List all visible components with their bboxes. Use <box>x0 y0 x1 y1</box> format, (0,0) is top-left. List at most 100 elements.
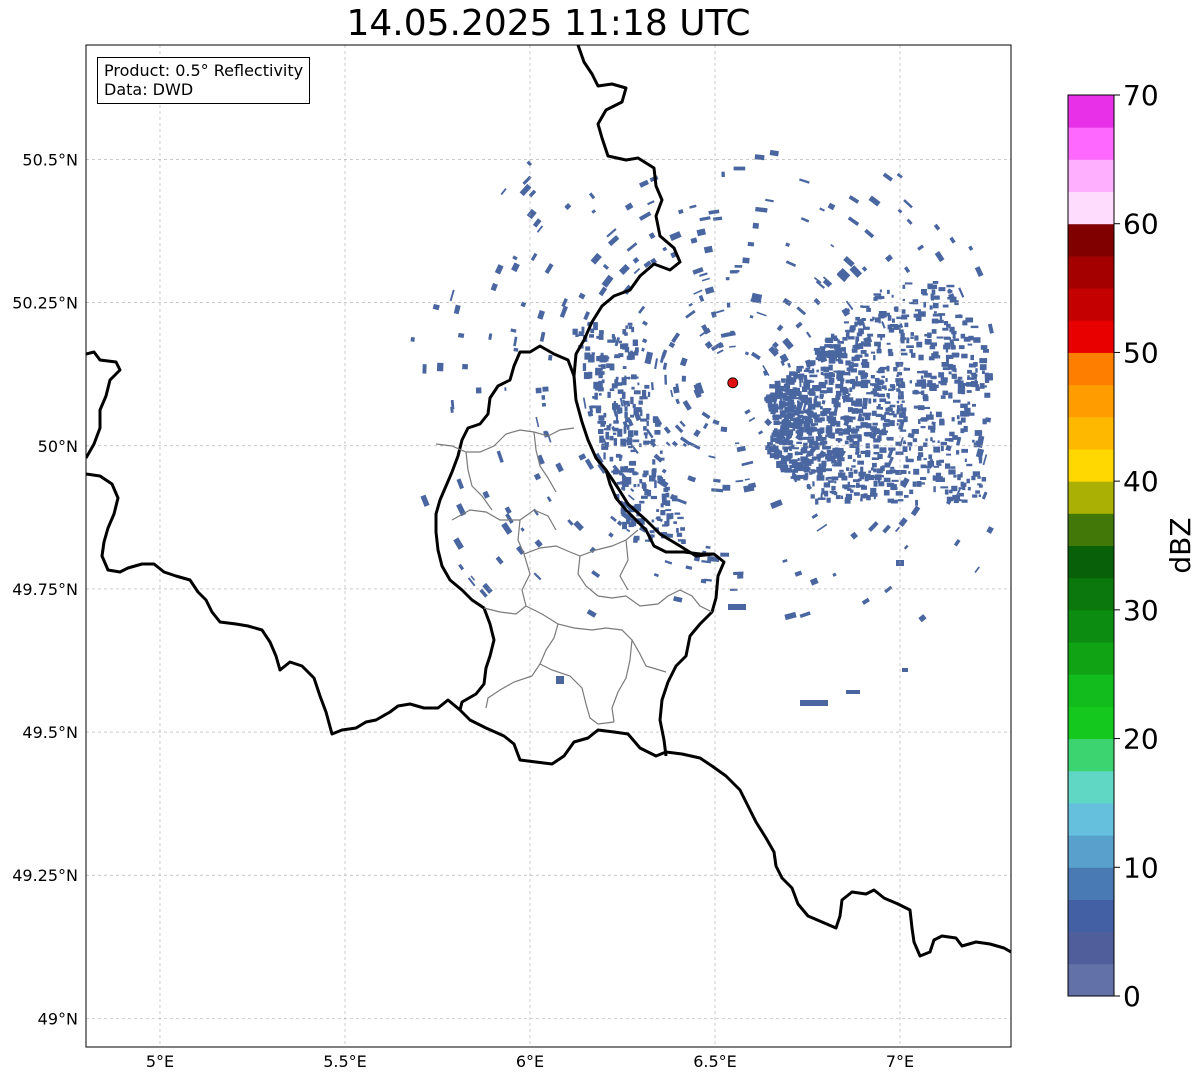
echo-pixel <box>696 228 706 237</box>
echo-pixel <box>722 484 731 491</box>
echo-pixel <box>642 484 647 491</box>
echo-pixel <box>873 355 876 361</box>
echo-pixel <box>971 381 978 387</box>
echo-pixel <box>432 303 440 311</box>
echo-pixel <box>867 335 873 343</box>
echo-pixel <box>797 414 804 418</box>
echo-pixel <box>835 349 838 352</box>
echo-pixel <box>817 497 826 500</box>
echo-pixel <box>802 386 808 392</box>
echo-pixel <box>410 337 415 342</box>
echo-pixel <box>869 432 877 440</box>
echo-pixel <box>920 426 926 429</box>
colorbar-segment <box>1068 95 1114 128</box>
echo-pixel <box>824 372 832 379</box>
echo-pixel <box>861 597 870 605</box>
echo-pixel <box>784 402 790 407</box>
echo-pixel <box>929 411 932 417</box>
echo-pixel <box>617 389 624 394</box>
echo-pixel <box>815 447 820 450</box>
echo-pixel <box>836 348 842 353</box>
echo-pixel <box>850 531 859 540</box>
echo-pixel <box>872 422 878 426</box>
echo-pixel <box>963 426 968 432</box>
echo-pixel <box>833 402 839 414</box>
echo-pixel <box>936 460 941 466</box>
echo-pixel <box>851 363 859 367</box>
echo-pixel <box>717 342 724 349</box>
echo-pixel <box>699 216 711 222</box>
echo-pixel <box>846 467 850 471</box>
echo-pixel <box>615 382 623 386</box>
echo-pixel <box>596 335 601 339</box>
echo-pixel <box>920 375 924 379</box>
echo-pixel <box>537 310 545 320</box>
echo-pixel <box>779 398 783 404</box>
echo-pixel <box>818 432 822 437</box>
map-area[interactable] <box>86 45 1011 1047</box>
echo-pixel <box>449 289 455 302</box>
radar-site-marker[interactable] <box>727 377 739 389</box>
echo-pixel <box>877 393 885 398</box>
echo-pixel <box>639 479 643 484</box>
echo-pixel <box>949 339 955 349</box>
echo-pixel <box>606 442 609 447</box>
echo-pixel <box>539 331 546 342</box>
echo-pixel <box>598 380 603 389</box>
echo-pixel <box>646 420 649 427</box>
echo-pixel <box>960 472 963 478</box>
echo-pixel <box>648 439 657 448</box>
echo-pixel <box>942 367 951 371</box>
echo-pixel <box>940 441 947 445</box>
echo-pixel <box>679 357 688 367</box>
echo-pixel <box>933 295 940 300</box>
echo-pixel <box>801 396 807 402</box>
echo-pixel <box>796 366 804 369</box>
echo-pixel <box>893 367 898 372</box>
echo-pixel <box>695 382 705 395</box>
echo-pixel <box>949 489 953 494</box>
echo-pixel <box>679 420 686 428</box>
echo-pixel <box>888 328 895 333</box>
echo-pixel <box>896 362 899 368</box>
echo-pixel <box>603 412 607 418</box>
echo-pixel <box>470 575 476 581</box>
echo-pixel <box>895 451 904 455</box>
echo-pixel <box>522 175 532 185</box>
echo-pixel <box>689 204 697 209</box>
echo-pixel <box>884 387 887 391</box>
echo-pixel <box>754 154 765 161</box>
echo-pixel <box>626 528 631 533</box>
echo-pixel <box>887 289 890 294</box>
echo-pixel <box>866 308 871 312</box>
echo-pixel <box>773 396 779 406</box>
echo-pixel <box>792 387 797 391</box>
echo-pixel <box>621 473 624 480</box>
echo-pixel <box>960 403 968 408</box>
echo-pixel <box>807 391 811 395</box>
echo-pixel <box>619 454 623 459</box>
echo-pixel <box>622 521 627 530</box>
echo-pixel <box>921 370 928 374</box>
echo-pixel <box>627 494 635 501</box>
echo-pixel <box>926 414 934 420</box>
echo-pixel <box>656 509 659 512</box>
echo-pixel <box>866 392 874 395</box>
echo-pixel <box>622 477 626 483</box>
y-tick-label: 49°N <box>38 1009 78 1028</box>
echo-pixel <box>687 475 697 483</box>
echo-pixel <box>888 413 894 416</box>
echo-pixel <box>479 588 488 598</box>
echo-pixel <box>909 349 913 354</box>
echo-pixel <box>918 482 925 485</box>
echo-pixel <box>900 332 905 338</box>
echo-pixel <box>784 467 792 473</box>
echo-pixel <box>585 346 591 351</box>
echo-pixel <box>820 366 827 371</box>
echo-pixel <box>666 513 670 522</box>
echo-pixel <box>458 563 465 571</box>
echo-pixel <box>967 377 975 380</box>
echo-pixel <box>770 499 783 509</box>
echo-pixel <box>852 441 860 448</box>
echo-pixel <box>918 354 924 361</box>
